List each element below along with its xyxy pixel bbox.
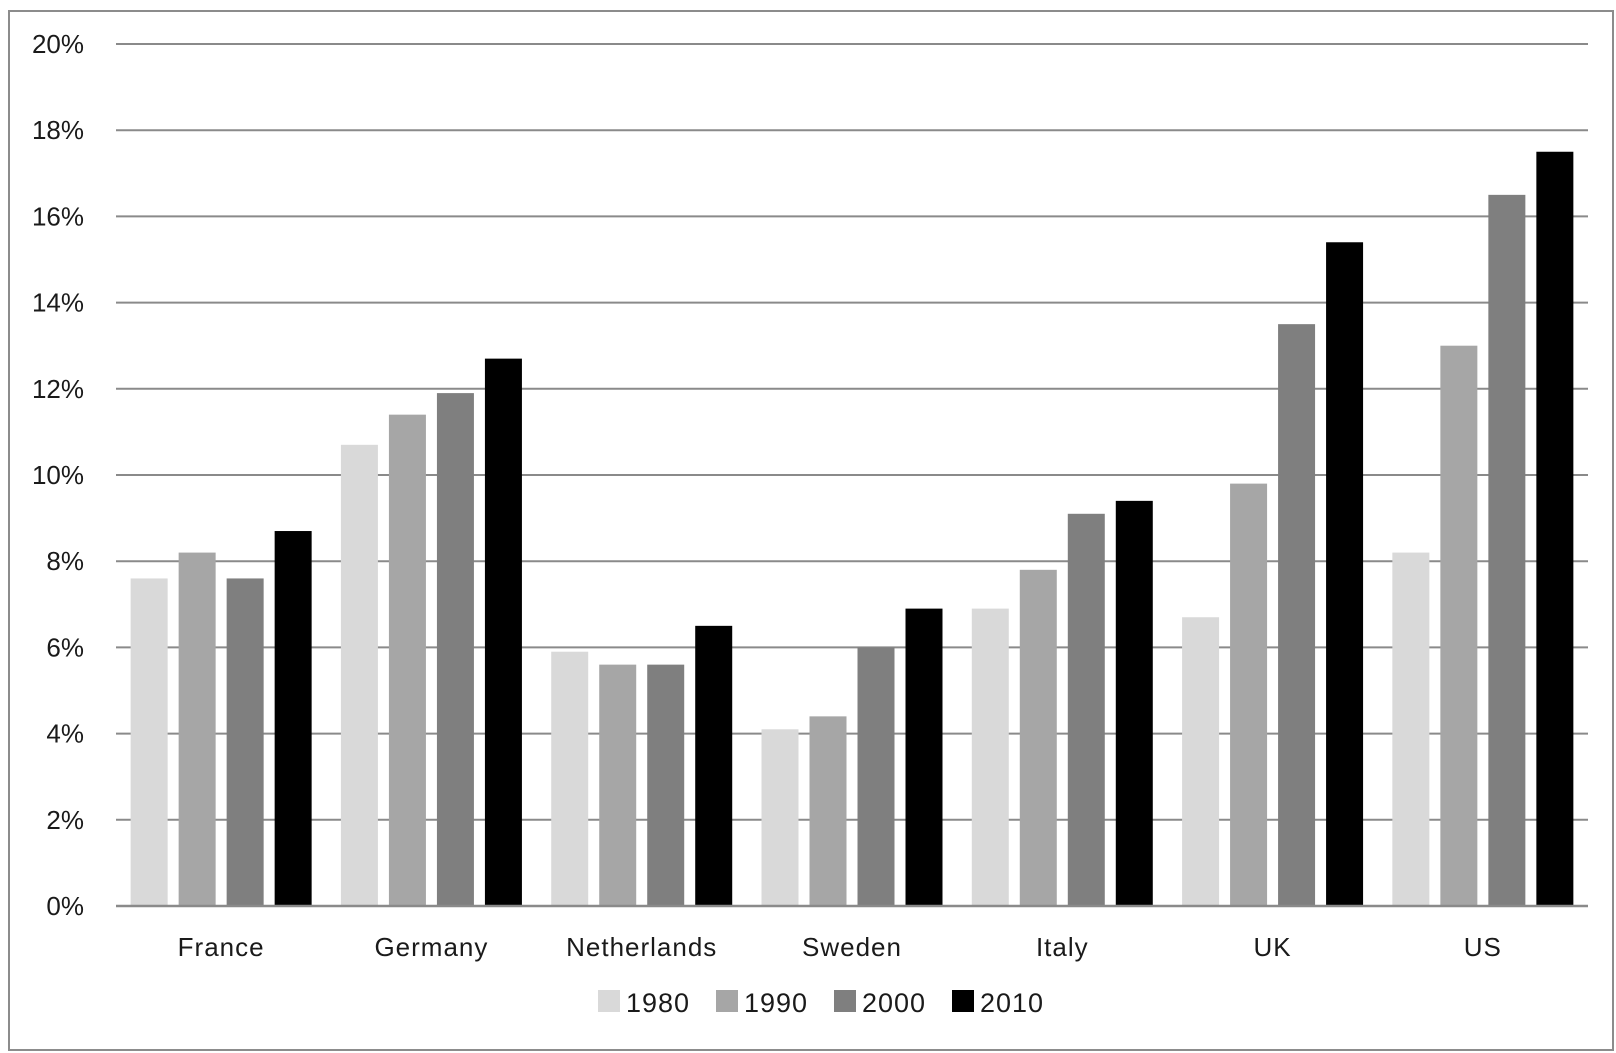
bar-netherlands-1990 (599, 664, 637, 906)
y-tick-label: 2% (46, 805, 84, 835)
bar-us-1990 (1440, 345, 1478, 906)
bar-italy-1980 (971, 608, 1009, 906)
bar-uk-2000 (1278, 324, 1316, 906)
bar-uk-1990 (1230, 483, 1268, 906)
x-tick-label: Germany (374, 932, 488, 962)
x-axis-category-labels: France Germany Netherlands Sweden Italy UK US (178, 932, 1502, 962)
y-tick-label: 20% (32, 29, 84, 59)
bar-netherlands-1980 (551, 651, 589, 906)
legend-swatch-1990 (716, 990, 738, 1012)
legend-swatch-2000 (834, 990, 856, 1012)
bar-sweden-1990 (809, 716, 847, 906)
legend-label: 1980 (626, 988, 690, 1018)
gridlines (116, 43, 1588, 821)
bar-italy-2010 (1115, 500, 1153, 906)
legend-label: 2010 (980, 988, 1044, 1018)
x-tick-label: Italy (1036, 932, 1089, 962)
bar-sweden-1980 (761, 729, 799, 906)
bars (130, 151, 1574, 907)
x-tick-label: Sweden (802, 932, 902, 962)
bar-us-2000 (1488, 194, 1526, 907)
bar-netherlands-2010 (695, 625, 733, 906)
bar-germany-2010 (484, 358, 522, 906)
y-tick-label: 14% (32, 288, 84, 318)
legend-swatch-2010 (952, 990, 974, 1012)
y-axis-tick-labels: 0% 2% 4% 6% 8% 10% 12% 14% 16% 18% 20% (32, 29, 84, 921)
legend-label: 2000 (862, 988, 926, 1018)
bar-sweden-2010 (905, 608, 943, 906)
y-tick-label: 12% (32, 374, 84, 404)
y-tick-label: 0% (46, 891, 84, 921)
y-tick-label: 18% (32, 115, 84, 145)
legend-swatch-1980 (598, 990, 620, 1012)
bar-uk-1980 (1182, 617, 1220, 906)
x-tick-label: France (178, 932, 265, 962)
bar-italy-1990 (1019, 569, 1057, 906)
y-tick-label: 10% (32, 460, 84, 490)
bar-us-1980 (1392, 552, 1430, 906)
bar-us-2010 (1536, 151, 1574, 906)
bar-france-1990 (178, 552, 216, 906)
bar-germany-2000 (436, 393, 474, 906)
y-tick-label: 8% (46, 546, 84, 576)
bar-uk-2010 (1326, 242, 1364, 906)
bar-france-2000 (226, 578, 264, 906)
y-tick-label: 4% (46, 719, 84, 749)
bar-germany-1990 (388, 414, 426, 906)
bar-italy-2000 (1067, 513, 1105, 906)
bar-netherlands-2000 (647, 664, 685, 906)
bar-france-1980 (130, 578, 168, 906)
x-tick-label: US (1464, 932, 1502, 962)
legend-label: 1990 (744, 988, 808, 1018)
bar-france-2010 (274, 531, 312, 906)
x-tick-label: UK (1254, 932, 1292, 962)
y-tick-label: 6% (46, 632, 84, 662)
bar-sweden-2000 (857, 647, 895, 906)
legend: 1980 1990 2000 2010 (598, 988, 1044, 1018)
bar-germany-1980 (340, 444, 378, 906)
y-tick-label: 16% (32, 201, 84, 231)
x-tick-label: Netherlands (566, 932, 717, 962)
